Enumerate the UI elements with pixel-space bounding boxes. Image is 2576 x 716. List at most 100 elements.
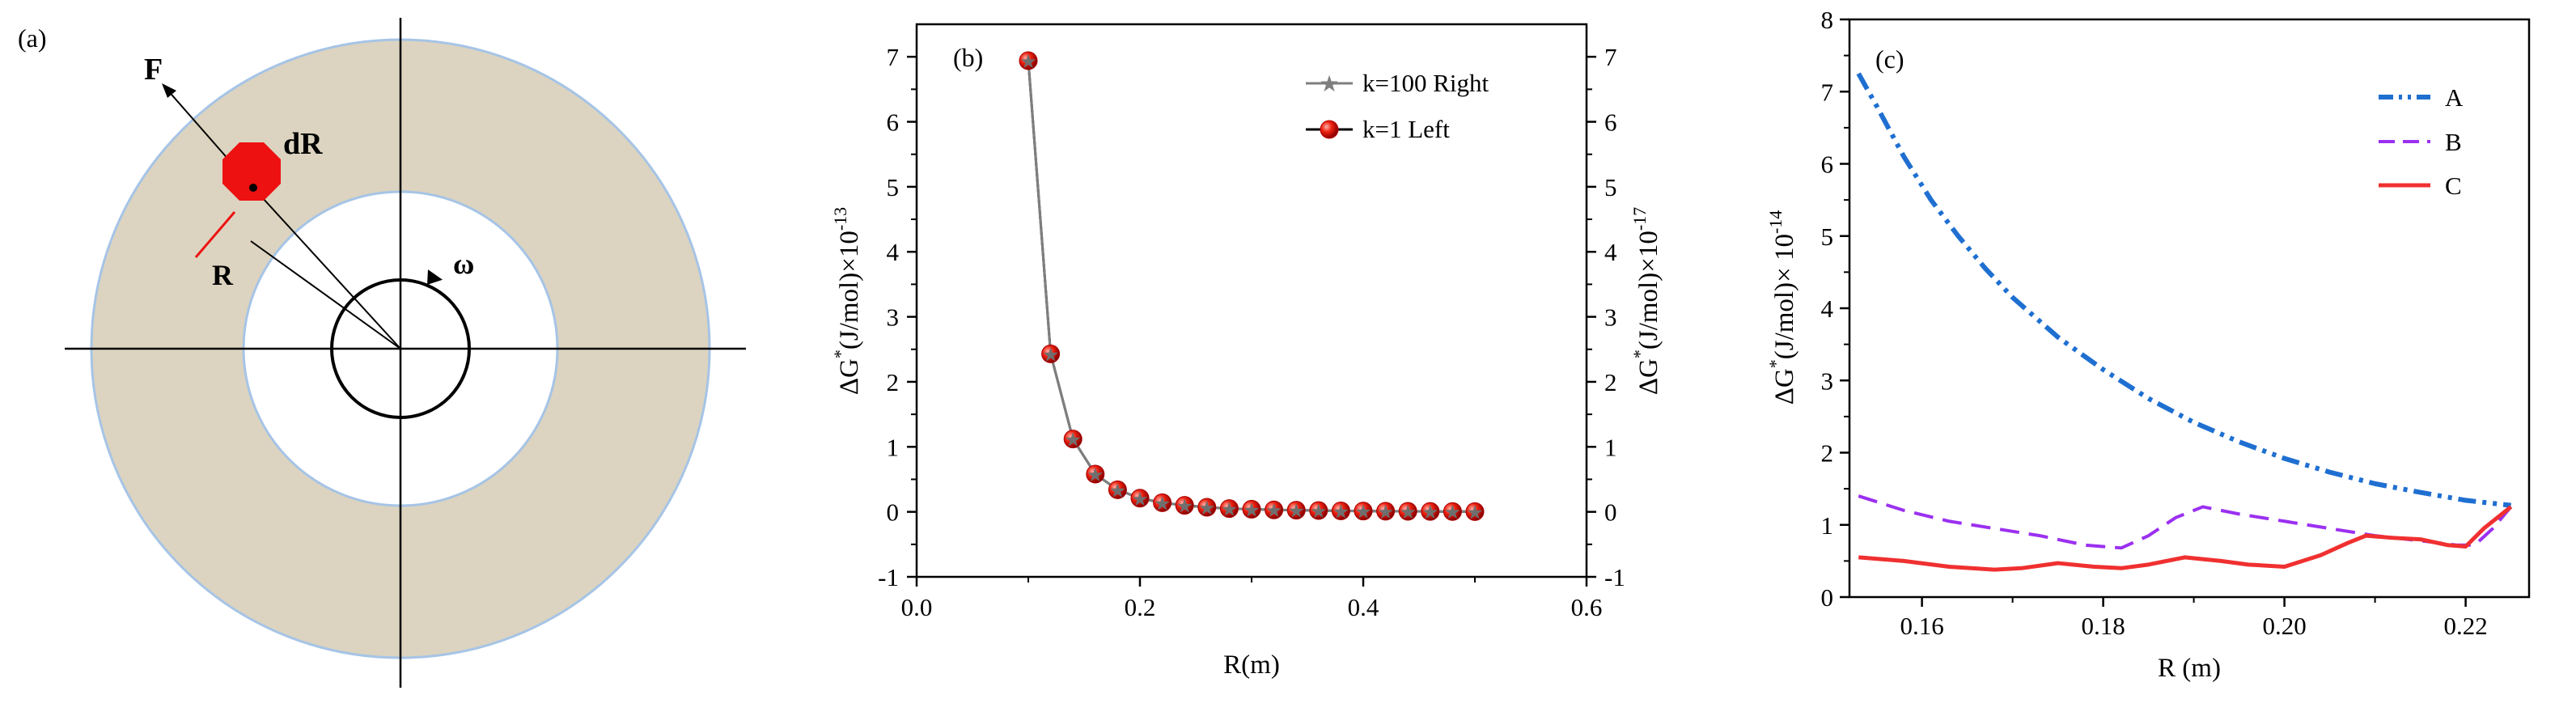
- panel-b-point-k1: [1108, 480, 1127, 499]
- panel-c-series-line-c: [1858, 505, 2513, 572]
- legend-label-c: C: [2445, 172, 2462, 200]
- panel-b-point-k1: [1242, 499, 1261, 519]
- panel-b-x-tick-label: 0.0: [901, 593, 933, 621]
- panel-b-y-tick-label-left: 2: [887, 368, 900, 396]
- radius-line-lower: [250, 240, 401, 350]
- panel-b-point-k1: [1041, 344, 1061, 363]
- omega-label: ω: [453, 248, 474, 280]
- rotation-arrow-head: [427, 269, 443, 285]
- panel-b-point-k100: ★: [1019, 52, 1037, 73]
- panel-c-x-tick-label: 0.22: [2443, 612, 2487, 640]
- panel-b-point-k100: ★: [1064, 430, 1082, 451]
- panel-b-y-axis-label-right: ΔG*(J/mol)×10-17: [1629, 207, 1663, 395]
- panel-c-y-tick-label: 0: [1821, 583, 1834, 612]
- panel-b-point-k100: ★: [1466, 502, 1484, 523]
- panel-b-point-k1: [1286, 501, 1306, 520]
- panel-b-point-k1: [1086, 464, 1105, 484]
- radius-label: R: [212, 259, 234, 291]
- legend-label-k1: k=1 Left: [1362, 115, 1450, 143]
- panel-b-label: (b): [953, 43, 983, 72]
- panel-c-x-axis-label: R (m): [2158, 654, 2221, 683]
- panel-b-point-k1: [1354, 502, 1373, 521]
- panel-c-y-tick-label: 6: [1821, 150, 1834, 179]
- panel-b-x-tick-label: 0.6: [1571, 593, 1603, 621]
- panel-b-point-k1: [1019, 51, 1038, 70]
- panel-c-y-tick-label: 7: [1821, 78, 1834, 106]
- panel-c-y-tick-label: 2: [1821, 439, 1834, 468]
- panel-a-label: (a): [18, 23, 47, 53]
- panel-b-point-k100: ★: [1087, 465, 1104, 486]
- panel-b-point-k1: [1153, 493, 1172, 512]
- panel-b-point-k100: ★: [1265, 501, 1283, 522]
- panel-b-point-k100: ★: [1399, 502, 1417, 523]
- panel-c-y-tick-label: 1: [1821, 511, 1834, 540]
- panel-b-y-tick-label-right: 4: [1604, 238, 1617, 266]
- panel-c-legend: A B C: [2379, 83, 2464, 200]
- panel-b-point-k100: ★: [1310, 502, 1328, 523]
- panel-b-point-k100: ★: [1176, 497, 1193, 518]
- panel-b-y-tick-label-right: 7: [1604, 43, 1617, 71]
- panel-c-label: (c): [1875, 44, 1904, 74]
- panel-b-y-tick-label-left: -1: [878, 563, 899, 591]
- panel-b-point-k100: ★: [1377, 502, 1395, 523]
- element-label: dR: [283, 127, 323, 161]
- panel-b-chart: (b) 0.0 0.2 0.4 0.6-1 -10 01 12 23 34 45 56 67 7 ★★★…: [830, 23, 1663, 680]
- panel-b-point-k100: ★: [1243, 500, 1260, 521]
- panel-b-y-tick-label-left: 5: [887, 173, 900, 201]
- panel-b-x-tick-label: 0.2: [1125, 593, 1156, 621]
- panel-c-y-tick-label: 5: [1821, 222, 1834, 251]
- legend-label-a: A: [2445, 83, 2464, 112]
- panel-b-y-tick-label-left: 4: [887, 238, 900, 266]
- panel-b-point-k100: ★: [1354, 502, 1372, 523]
- panel-b-point-k100: ★: [1421, 502, 1439, 523]
- panel-b-point-k1: [1265, 500, 1284, 519]
- panel-b-point-k1: [1219, 499, 1239, 519]
- panel-b-y-tick-label-right: 1: [1604, 433, 1617, 461]
- panel-b-y-tick-label-left: 7: [887, 43, 900, 71]
- panel-b-y-tick-label-right: 2: [1604, 368, 1617, 396]
- panel-b-x-tick-label: 0.4: [1348, 593, 1379, 621]
- legend-marker-k1: [1320, 120, 1339, 139]
- panel-c-x-tick-label: 0.20: [2262, 612, 2306, 640]
- panel-b-y-tick-label-right: 6: [1604, 108, 1617, 137]
- radius-line-to-element: [252, 187, 401, 350]
- panel-b-point-k100: ★: [1154, 494, 1171, 515]
- panel-b-point-k1: [1130, 489, 1150, 508]
- panel-b-y-tick-label-left: 1: [887, 433, 900, 461]
- panel-b-legend: ★ k=100 Right k=1 Left: [1306, 69, 1489, 143]
- panel-b-point-k1: [1331, 501, 1350, 520]
- panel-b-point-k1: [1197, 498, 1217, 517]
- panel-c-y-axis-label: ΔG*(J/mol)× 10-14: [1765, 210, 1799, 405]
- panel-a-diagram: (a) ω F dR R: [18, 18, 746, 688]
- panel-c-chart: (c) 0.16 0.18 0.20 0.22 0 1 2 3 4 5 6 7 8 A B C R (m…: [1765, 6, 2531, 683]
- force-label: F: [144, 53, 163, 87]
- red-tangent-line: [194, 211, 236, 258]
- panel-b-y-tick-label-left: 3: [887, 303, 900, 332]
- panel-b-point-k1: [1309, 501, 1328, 520]
- panel-b-point-k1: [1443, 502, 1462, 521]
- panel-b-y-tick-label-right: -1: [1604, 563, 1625, 591]
- panel-c-x-tick-label: 0.16: [1900, 612, 1943, 640]
- panel-b-point-k1: [1421, 502, 1440, 521]
- mass-element-center-dot: [249, 184, 257, 192]
- panel-b-plot-frame: [915, 23, 1588, 578]
- panel-b-point-k100: ★: [1198, 498, 1216, 519]
- panel-c-x-tick-label: 0.18: [2081, 612, 2125, 640]
- panel-b-point-k100: ★: [1042, 345, 1060, 366]
- panel-b-point-k100: ★: [1131, 489, 1149, 511]
- panel-b-y-tick-label-right: 0: [1604, 498, 1617, 527]
- panel-b-point-k100: ★: [1444, 502, 1462, 523]
- panel-b-y-tick-label-left: 6: [887, 108, 900, 137]
- legend-label-b: B: [2445, 128, 2462, 156]
- panel-c-y-tick-label: 3: [1821, 366, 1834, 395]
- legend-label-k100: k=100 Right: [1362, 69, 1489, 97]
- rotation-circle: [330, 278, 471, 419]
- panel-b-point-k1: [1376, 502, 1396, 521]
- panel-b-y-tick-label-left: 0: [887, 498, 900, 527]
- panel-c-series-line-a: [1856, 72, 2511, 508]
- panel-b-point-k100: ★: [1332, 502, 1350, 523]
- panel-b-point-k100: ★: [1287, 502, 1305, 523]
- legend-marker-k100: ★: [1319, 72, 1339, 97]
- panel-b-point-k1: [1063, 430, 1083, 449]
- panel-b-y-tick-label-right: 3: [1604, 303, 1617, 332]
